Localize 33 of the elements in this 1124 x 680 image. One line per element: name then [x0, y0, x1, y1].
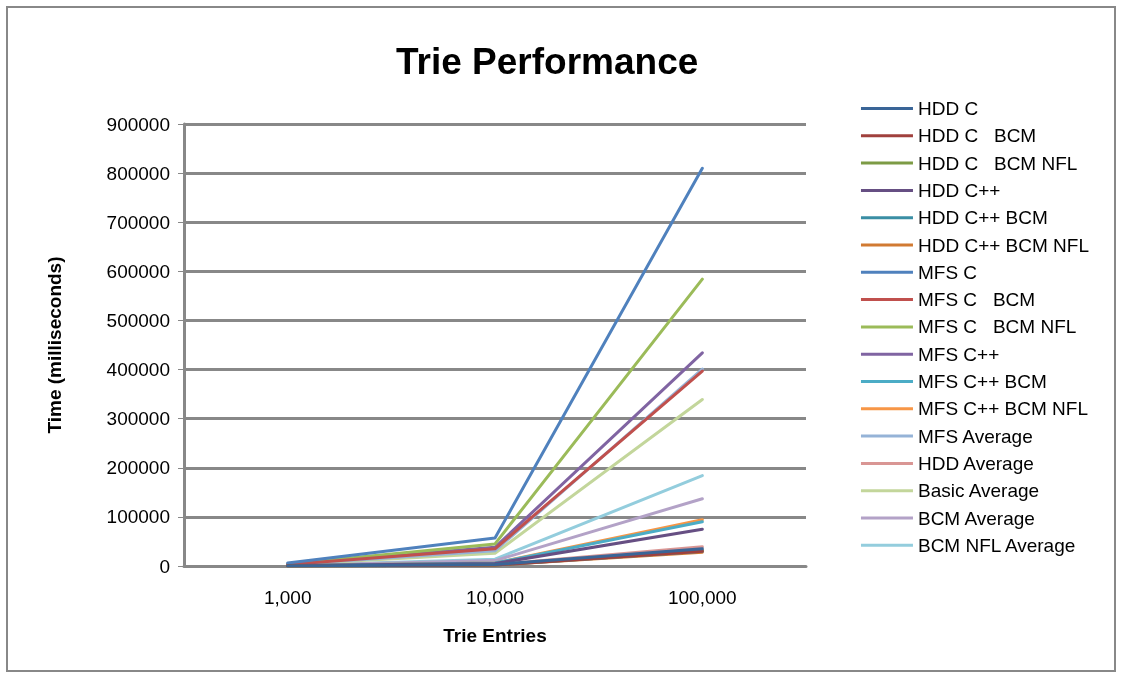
legend-label: Basic Average	[917, 480, 1040, 502]
y-tick-label: 800000	[106, 162, 170, 184]
legend-label: MFS C BCM NFL	[917, 316, 1077, 338]
x-tick-label: 1,000	[263, 587, 312, 608]
legend-label: MFS C BCM	[917, 289, 1036, 311]
x-tick-label: 10,000	[465, 587, 525, 608]
x-tick-label: 100,000	[667, 587, 737, 608]
legend-label: HDD C++	[917, 179, 1001, 201]
legend-label: BCM NFL Average	[917, 534, 1076, 556]
legend-label: HDD Average	[917, 452, 1034, 474]
y-tick-label: 900000	[106, 113, 170, 135]
y-tick-label: 400000	[106, 359, 170, 381]
x-axis-title: Trie Entries	[443, 625, 547, 646]
y-tick-label: 100000	[106, 506, 170, 528]
legend-label: MFS C	[917, 261, 978, 283]
y-axis-title: Time (milliseconds)	[44, 256, 65, 434]
legend-label: HDD C++ BCM NFL	[917, 234, 1089, 256]
legend-label: MFS C++ BCM NFL	[917, 398, 1088, 420]
legend-label: MFS C++ BCM	[917, 371, 1047, 392]
y-tick-label: 200000	[106, 457, 170, 479]
legend-label: HDD C++ BCM	[917, 207, 1048, 229]
legend-label: HDD C BCM NFL	[917, 152, 1078, 174]
chart-title: Trie Performance	[396, 41, 699, 82]
legend-label: MFS Average	[917, 425, 1033, 447]
legend-label: MFS C++	[917, 343, 1000, 365]
y-tick-label: 600000	[106, 260, 170, 282]
y-tick-label: 300000	[106, 408, 170, 430]
legend-label: HDD C	[917, 98, 979, 119]
y-tick-label: 500000	[106, 309, 170, 331]
y-tick-label: 0	[159, 555, 170, 577]
y-tick-label: 700000	[106, 211, 170, 233]
legend-label: BCM Average	[917, 507, 1035, 529]
legend-label: HDD C BCM	[917, 125, 1037, 147]
